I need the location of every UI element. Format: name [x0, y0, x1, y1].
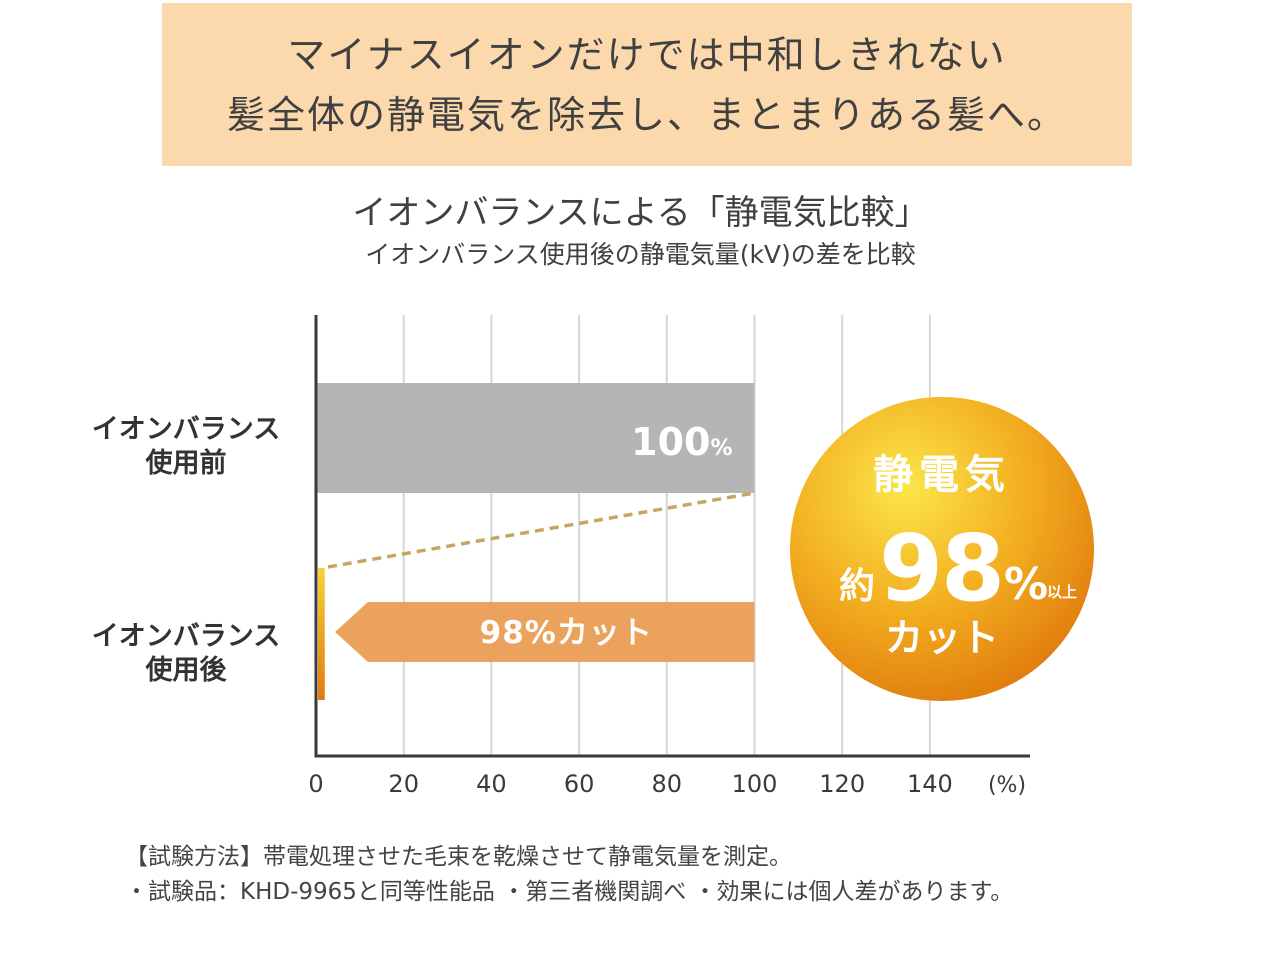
- x-tick-labels: 0 20 40 60 80 100 120 140 (%): [308, 770, 1026, 798]
- chart-subtitle: イオンバランス使用後の静電気量(kV)の差を比較: [365, 240, 916, 269]
- category-label-before-line-2: 使用前: [145, 448, 227, 479]
- x-axis-unit: (%): [988, 773, 1026, 798]
- category-label-after-line-2: 使用後: [145, 655, 227, 686]
- badge-percent: %: [1004, 559, 1048, 610]
- category-label-after: イオンバランス 使用後: [66, 620, 306, 688]
- badge-prefix: 約: [839, 566, 875, 607]
- badge-line-1: 静電気: [873, 452, 1011, 498]
- axes: [314, 315, 1030, 758]
- footnote-line-1: 【試験方法】帯電処理させた毛束を乾燥させて静電気量を測定。: [125, 844, 792, 870]
- reduction-dashed-line: [327, 491, 755, 569]
- bar-before-value-label: 100%: [631, 420, 732, 464]
- x-tick-label-100: 100: [732, 770, 778, 798]
- chart-title: イオンバランスによる「静電気比較」: [352, 193, 929, 233]
- category-label-after-line-1: イオンバランス: [91, 621, 281, 652]
- footnote-line-2: ・試験品：KHD-9965と同等性能品 ・第三者機関調べ ・効果には個人差があり…: [125, 879, 1014, 905]
- reduction-arrow-label: 98%カット: [480, 615, 653, 651]
- bars: 100% 98%カット: [316, 383, 755, 700]
- x-tick-label-40: 40: [476, 770, 507, 798]
- result-badge: 静電気 約 98 % 以上 カット: [790, 397, 1094, 701]
- badge-number: 98: [879, 515, 1003, 622]
- category-label-before-line-1: イオンバランス: [91, 414, 281, 445]
- headline-line-2: 髪全体の静電気を除去し、まとまりある髪へ。: [226, 92, 1067, 137]
- x-tick-label-120: 120: [819, 770, 865, 798]
- reduction-arrow: [335, 602, 755, 662]
- x-tick-label-60: 60: [564, 770, 595, 798]
- bar-before: [316, 383, 755, 493]
- x-tick-label-80: 80: [652, 770, 683, 798]
- x-tick-label-140: 140: [907, 770, 953, 798]
- badge-suffix: 以上: [1047, 583, 1077, 601]
- x-tick-label-20: 20: [388, 770, 419, 798]
- badge-circle: [790, 397, 1094, 701]
- bar-after: [318, 568, 325, 700]
- x-tick-label-0: 0: [308, 770, 323, 798]
- badge-line-3: カット: [885, 616, 999, 660]
- category-label-before: イオンバランス 使用前: [66, 413, 306, 481]
- headline-line-1: マイナスイオンだけでは中和しきれない: [287, 32, 1007, 77]
- headline-banner: マイナスイオンだけでは中和しきれない 髪全体の静電気を除去し、まとまりある髪へ。: [162, 3, 1132, 166]
